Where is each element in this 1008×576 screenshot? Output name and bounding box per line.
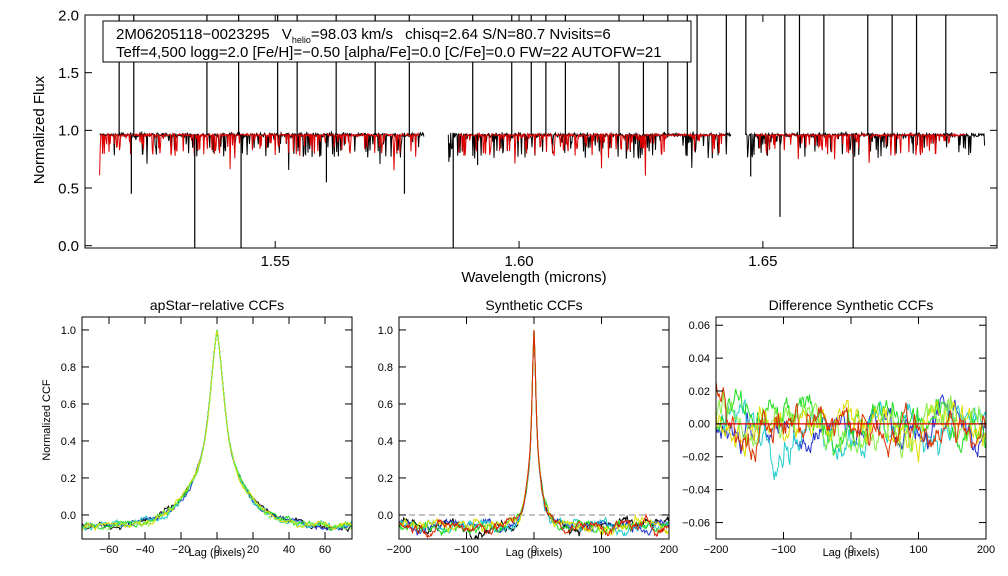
x-tick-label: −100: [454, 544, 479, 556]
ccf-series-6: [82, 329, 352, 532]
vhelio-subscript: helio: [292, 35, 311, 45]
difference-ccf-axes: −200 −100 0 100 200 −0.06 −0.04 −0.02 0.00 0.02 0.…: [682, 317, 995, 556]
y-tick-label: 0.2: [61, 473, 76, 485]
x-tick-label: −200: [387, 544, 412, 556]
x-tick-label: −100: [771, 544, 796, 556]
spectrum-frame: [84, 14, 998, 249]
apstar-ccf-ylabel: Normalized CCF: [41, 379, 53, 461]
x-tick-label: 100: [909, 544, 927, 556]
x-tick-label: 1.55: [261, 253, 290, 270]
ccf-series-3: [82, 329, 352, 531]
synthetic-ccf-title: Synthetic CCFs: [485, 297, 582, 313]
y-tick-label: 2.0: [58, 7, 79, 24]
difference-series-4: [716, 399, 986, 463]
x-tick-label: −40: [136, 544, 155, 556]
x-tick-label: 100: [592, 544, 610, 556]
y-tick-label: 0.8: [61, 362, 76, 374]
y-tick-label: 1.5: [58, 65, 79, 82]
synthetic-ccf-panel: Synthetic CCFs −200 −100 0 100 200 0.0 0.2 0.4 0…: [378, 297, 678, 559]
x-tick-label: 40: [283, 544, 295, 556]
y-tick-label: 1.0: [58, 123, 79, 140]
difference-ccf-xlabel: Lag (pixels): [823, 547, 880, 559]
x-tick-label: 200: [660, 544, 678, 556]
synthetic-ccf-plot-area: [399, 329, 669, 539]
x-tick-label: 1.65: [748, 253, 777, 270]
apstar-ccf-axes: −60 −40 −20 0 20 40 60 0.0 0.2 0.4 0.6 0.8 1.0: [61, 317, 352, 556]
ccf-series-1: [82, 329, 352, 533]
y-tick-label: −0.04: [682, 485, 710, 497]
ccf-series-4: [82, 329, 352, 532]
apstar-ccf-frame: [81, 316, 353, 540]
y-tick-label: 0.04: [689, 353, 710, 365]
y-tick-label: 1.0: [61, 325, 76, 337]
info-line-2: Teff=4,500 logg=2.0 [Fe/H]=−0.50 [alpha/…: [116, 44, 662, 61]
x-tick-label: 60: [319, 544, 331, 556]
ccf-series-2: [399, 329, 669, 536]
synthetic-ccf-axes: −200 −100 0 100 200 0.0 0.2 0.4 0.6 0.8 1.0: [378, 317, 678, 556]
model-spectrum-segment: [457, 131, 727, 176]
difference-series-6: [716, 381, 986, 463]
apstar-ccf-title: apStar−relative CCFs: [150, 297, 284, 313]
y-tick-label: 0.2: [378, 473, 393, 485]
ccf-series-6: [399, 329, 669, 539]
ccf-series-2: [82, 329, 352, 531]
x-tick-label: −20: [172, 544, 191, 556]
difference-ccf-panel: Difference Synthetic CCFs −200 −100 0 100 20…: [682, 297, 995, 559]
ccf-series-5: [82, 329, 352, 532]
x-tick-label: 0: [531, 544, 537, 556]
y-tick-label: 0.4: [378, 436, 393, 448]
x-tick-label: 200: [977, 544, 995, 556]
model-spectrum-segment: [755, 131, 966, 163]
ccf-series-3: [399, 329, 669, 537]
vhelio-value: =98.03 km/s: [311, 26, 393, 43]
y-tick-label: −0.02: [682, 452, 710, 464]
synthetic-ccf-xlabel: Lag (pixels): [506, 547, 563, 559]
y-tick-label: 0.06: [689, 320, 710, 332]
y-tick-label: 0.0: [61, 510, 76, 522]
fit-stats: chisq=2.64 S/N=80.7 Nvisits=6: [405, 26, 611, 43]
star-id: 2M06205118−0023295: [116, 26, 270, 43]
spectrum-panel: 1.55 1.60 1.65 0.0 0.5 1.0 1.5 2.0 2M06205118−0…: [31, 7, 998, 286]
y-tick-label: 0.6: [61, 399, 76, 411]
vhelio-symbol: V: [282, 26, 292, 43]
difference-ccf-title: Difference Synthetic CCFs: [769, 297, 934, 313]
spectrum-xlabel: Wavelength (microns): [461, 269, 606, 286]
x-tick-label: 0: [214, 544, 220, 556]
y-tick-label: −0.06: [682, 517, 710, 529]
x-tick-label: 0: [848, 544, 854, 556]
y-tick-label: 0.0: [58, 238, 79, 255]
y-tick-label: 0.5: [58, 180, 79, 197]
y-tick-label: 0.6: [378, 399, 393, 411]
y-tick-label: 0.8: [378, 362, 393, 374]
info-line-1: 2M06205118−0023295 Vhelio=98.03 km/s chi…: [116, 26, 611, 45]
ccf-series-1: [399, 329, 669, 539]
y-tick-label: 0.00: [689, 419, 710, 431]
y-tick-label: 1.0: [378, 325, 393, 337]
x-tick-label: −200: [704, 544, 729, 556]
apstar-ccf-plot-area: [82, 329, 352, 533]
y-tick-label: 0.4: [61, 436, 76, 448]
ccf-series-4: [399, 329, 669, 536]
spectrum-axes: 1.55 1.60 1.65 0.0 0.5 1.0 1.5 2.0: [58, 7, 997, 270]
y-tick-label: 0.02: [689, 386, 710, 398]
difference-ccf-plot-area: [716, 381, 986, 480]
x-tick-label: 1.60: [504, 253, 533, 270]
ccf-series-5: [399, 329, 669, 536]
synthetic-ccf-frame: [398, 316, 670, 540]
y-tick-label: 0.0: [378, 510, 393, 522]
apstar-ccf-panel: apStar−relative CCFs −60 −40 −20 0 20 40 60 0.0…: [41, 297, 353, 559]
x-tick-label: 20: [247, 544, 259, 556]
info-box-frame: [102, 20, 692, 63]
apstar-ccf-xlabel: Lag (pixels): [189, 547, 246, 559]
model-spectrum-segment: [99, 131, 420, 176]
spectrum-ylabel: Normalized Flux: [31, 75, 48, 184]
info-box: 2M06205118−0023295 Vhelio=98.03 km/s chi…: [102, 20, 692, 63]
x-tick-label: −60: [100, 544, 119, 556]
